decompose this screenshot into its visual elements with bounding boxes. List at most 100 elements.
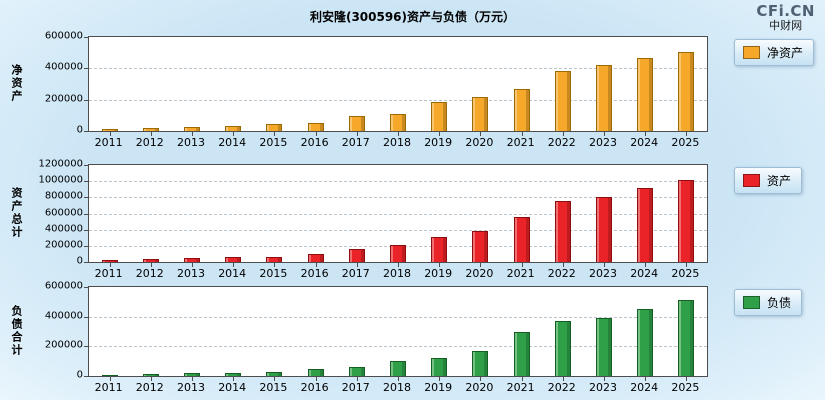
y-tick-mark bbox=[84, 181, 89, 183]
x-tick-label: 2017 bbox=[341, 381, 370, 394]
x-tick-mark bbox=[645, 377, 647, 381]
x-tick-label: 2023 bbox=[588, 381, 617, 394]
x-tick-mark bbox=[274, 263, 276, 267]
x-tick-mark bbox=[480, 132, 482, 136]
x-tick-mark bbox=[562, 132, 564, 136]
net-assets-bar-2018 bbox=[390, 113, 406, 131]
liabilities-bar-2016 bbox=[307, 368, 324, 376]
legend-swatch bbox=[743, 174, 760, 187]
y-tick-label: 600000 bbox=[44, 30, 83, 42]
liabilities-bar-2013 bbox=[184, 373, 200, 376]
liabilities-bar-2015 bbox=[266, 372, 283, 376]
y-tick-mark bbox=[84, 346, 89, 348]
net-assets-bar-2020 bbox=[472, 97, 489, 131]
x-tick-mark bbox=[603, 263, 605, 267]
x-tick-mark bbox=[439, 263, 441, 267]
y-tick-label: 600000 bbox=[44, 280, 83, 292]
x-tick-label: 2014 bbox=[218, 267, 247, 280]
x-tick-label: 2014 bbox=[218, 136, 247, 149]
x-tick-mark bbox=[521, 263, 523, 267]
y-tick-mark bbox=[84, 376, 89, 377]
net-assets-bar-2017 bbox=[348, 116, 365, 131]
x-tick-label: 2020 bbox=[465, 136, 494, 149]
x-tick-mark bbox=[480, 263, 482, 267]
y-tick-label: 0 bbox=[76, 124, 83, 136]
total-assets-bar-2015 bbox=[266, 256, 283, 262]
y-tick-label: 1000000 bbox=[38, 174, 83, 186]
x-tick-label: 2022 bbox=[547, 136, 576, 149]
x-tick-mark bbox=[233, 377, 235, 381]
x-tick-mark bbox=[109, 377, 111, 381]
x-tick-label: 2014 bbox=[218, 381, 247, 394]
x-tick-label: 2019 bbox=[424, 136, 453, 149]
total-assets-bar-2023 bbox=[595, 196, 612, 262]
x-tick-mark bbox=[356, 263, 358, 267]
x-tick-mark bbox=[439, 132, 441, 136]
y-tick-label: 200000 bbox=[44, 93, 83, 105]
total-assets-bar-2022 bbox=[554, 200, 571, 262]
x-tick-label: 2015 bbox=[259, 136, 288, 149]
x-tick-label: 2021 bbox=[506, 381, 535, 394]
x-tick-mark bbox=[686, 377, 688, 381]
x-tick-mark bbox=[109, 132, 111, 136]
y-tick-label: 1200000 bbox=[38, 158, 83, 170]
x-tick-mark bbox=[150, 377, 152, 381]
legend-swatch bbox=[743, 46, 760, 59]
liabilities-bar-2021 bbox=[513, 332, 530, 376]
y-tick-mark bbox=[84, 99, 89, 101]
total-assets-bar-2020 bbox=[472, 231, 489, 262]
x-tick-label: 2022 bbox=[547, 267, 576, 280]
x-tick-mark bbox=[192, 263, 193, 267]
x-tick-label: 2020 bbox=[465, 267, 494, 280]
x-tick-mark bbox=[686, 132, 688, 136]
legend-net-assets: 净资产 bbox=[734, 39, 815, 66]
liabilities-bar-2014 bbox=[225, 372, 242, 376]
gridline bbox=[89, 213, 707, 215]
plot-area bbox=[84, 286, 708, 381]
plot-area bbox=[84, 36, 708, 136]
x-tick-mark bbox=[315, 263, 317, 267]
y-tick-label: 400000 bbox=[44, 61, 83, 73]
x-tick-mark bbox=[109, 263, 111, 267]
total-assets-bar-2019 bbox=[431, 237, 448, 262]
y-tick-mark bbox=[84, 68, 89, 70]
x-tick-mark bbox=[315, 377, 317, 381]
y-tick-mark bbox=[84, 197, 89, 199]
x-tick-mark bbox=[274, 377, 276, 381]
x-tick-label: 2018 bbox=[383, 267, 411, 280]
liabilities-bar-2018 bbox=[390, 361, 406, 376]
total-assets-bar-2021 bbox=[513, 216, 530, 262]
y-axis: 0 200000 400000 600000 bbox=[26, 281, 88, 381]
x-tick-label: 2017 bbox=[341, 267, 370, 280]
y-tick-mark bbox=[84, 165, 89, 166]
x-tick-label: 2016 bbox=[300, 381, 329, 394]
x-tick-label: 2025 bbox=[671, 136, 700, 149]
x-tick-label: 2025 bbox=[671, 267, 700, 280]
legend-label: 负债 bbox=[767, 296, 792, 310]
x-tick-label: 2023 bbox=[588, 267, 617, 280]
x-tick-label: 2021 bbox=[506, 267, 535, 280]
x-tick-label: 2011 bbox=[94, 267, 123, 280]
x-tick-label: 2024 bbox=[630, 381, 659, 394]
net-assets-chart: 净资产 0 200000 400000 600000 2011 2012 2013 2014… bbox=[6, 31, 815, 150]
x-tick-mark bbox=[645, 263, 647, 267]
x-tick-label: 2012 bbox=[135, 267, 164, 280]
x-tick-label: 2015 bbox=[259, 267, 288, 280]
net-assets-bar-2024 bbox=[637, 58, 654, 131]
legend-label: 资产 bbox=[767, 174, 792, 188]
x-tick-label: 2011 bbox=[94, 381, 123, 394]
x-tick-label: 2024 bbox=[630, 136, 659, 149]
x-tick-mark bbox=[603, 132, 605, 136]
gridline bbox=[89, 181, 707, 183]
liabilities-bar-2012 bbox=[142, 373, 159, 376]
total-assets-bar-2018 bbox=[390, 245, 406, 262]
net-assets-bar-2015 bbox=[266, 124, 283, 131]
x-tick-mark bbox=[562, 263, 564, 267]
total-assets-bar-2013 bbox=[184, 257, 200, 262]
plot-wrapper: 2011 2012 2013 2014 2015 2016 2017 2018 2019 2020… bbox=[84, 164, 708, 281]
gridline bbox=[89, 346, 707, 348]
cfi-logo: CFi.CN 中财网 bbox=[756, 3, 815, 32]
x-tick-label: 2020 bbox=[465, 381, 494, 394]
net-assets-bar-2022 bbox=[554, 70, 571, 131]
total-assets-bar-2024 bbox=[637, 188, 654, 262]
